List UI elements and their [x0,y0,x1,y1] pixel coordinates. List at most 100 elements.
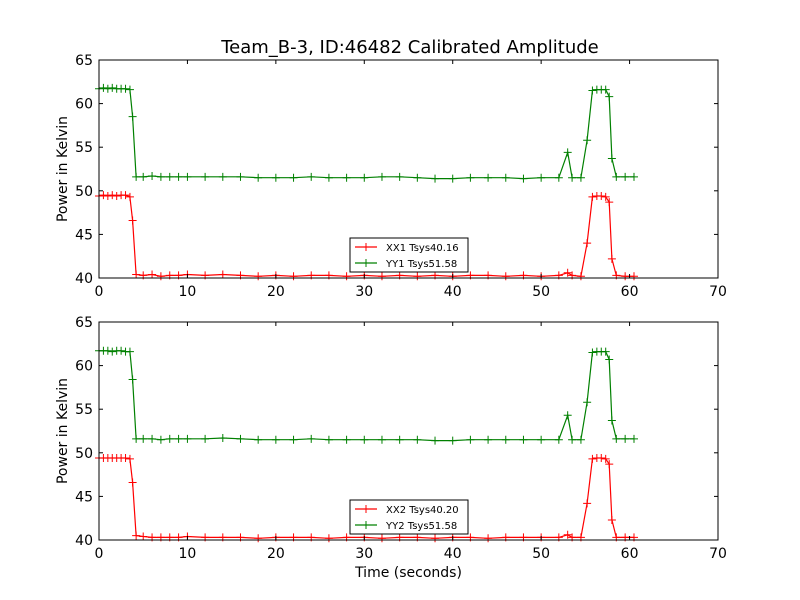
data-point [307,434,316,443]
x-axis-label: Time (seconds) [354,565,462,581]
data-point [128,112,137,121]
data-point [103,84,112,93]
data-point [360,173,369,182]
data-point [612,434,621,443]
legend-box [349,499,469,535]
data-point [597,192,606,201]
data-point [501,272,510,281]
data-point [128,375,137,384]
data-point [377,172,386,181]
data-point [139,434,148,443]
data-point [413,173,422,182]
data-point [139,532,148,541]
data-point [183,434,192,443]
data-point [201,434,210,443]
data-point [605,460,614,469]
y-tick-label: 50 [75,446,93,462]
data-point [174,172,183,181]
data-point [236,172,245,181]
data-point [413,272,422,281]
data-point [165,434,174,443]
data-point [125,85,134,94]
series-line-yy [98,87,634,180]
data-point [588,348,597,357]
y-axis-label: Power in Kelvin [55,116,71,222]
data-point [629,434,638,443]
data-point [568,173,577,182]
data-point [601,347,610,356]
data-point [601,454,610,463]
data-point [377,534,386,543]
data-point [342,272,351,281]
data-point [501,173,510,182]
x-tick-label: 20 [267,284,285,300]
series-line-yy [99,350,634,442]
data-point [271,435,280,444]
data-point [148,270,157,279]
legend-label: XX2 Tsys40.20 [386,505,459,516]
data-point [576,173,585,182]
data-point [218,433,227,442]
data-point [395,435,404,444]
x-tick-label: 60 [621,284,639,300]
x-tick-label: 0 [95,546,104,562]
data-point [448,436,457,445]
data-point [254,272,263,281]
legend-box [349,237,469,273]
data-point [174,434,183,443]
data-point [132,172,141,181]
x-tick-label: 50 [532,546,550,562]
data-point [132,270,141,279]
data-point [501,435,510,444]
data-point [271,173,280,182]
y-tick-label: 55 [75,402,93,418]
data-point [289,435,298,444]
data-point [324,435,333,444]
x-tick-label: 60 [621,546,639,562]
data-point [395,172,404,181]
data-point [132,434,141,443]
x-tick-label: 70 [709,284,727,300]
data-point [289,272,298,281]
legend: XX1 Tsys40.16 YY1 Tsys51.58 [349,237,469,273]
data-point [121,454,130,463]
x-tick-label: 70 [709,546,727,562]
data-point [289,173,298,182]
data-point [583,398,592,407]
data-point [621,434,630,443]
data-point [108,191,117,200]
data-point [605,355,614,364]
data-point [324,173,333,182]
axes-frame [98,321,719,541]
data-point [156,435,165,444]
x-tick-label: 0 [95,284,104,300]
legend-label: YY1 Tsys51.58 [385,259,457,270]
data-point [165,172,174,181]
data-point [125,454,134,463]
data-point [218,172,227,181]
data-point [431,436,440,445]
data-point [568,435,577,444]
data-point [583,136,592,145]
y-axis-label: Power in Kelvin [55,378,71,484]
data-point [597,454,606,463]
data-point [254,173,263,182]
y-tick-label: 60 [75,97,93,113]
data-point [607,515,616,524]
data-point [607,416,616,425]
bottom-panel: 0 10 20 30 40 50 60 70 40 45 50 55 60 65 Power in Kelv… [55,315,727,581]
data-point [607,254,616,263]
data-point [563,411,572,420]
data-point [125,192,134,201]
legend: XX2 Tsys40.20 YY2 Tsys51.58 [349,499,469,535]
data-point [360,435,369,444]
data-point [254,435,263,444]
data-point [121,84,130,93]
y-tick-label: 40 [75,533,93,549]
data-point [519,174,528,183]
data-point [621,172,630,181]
data-point [132,531,141,540]
data-point [112,192,121,201]
data-point [103,192,112,201]
data-point [605,92,614,101]
